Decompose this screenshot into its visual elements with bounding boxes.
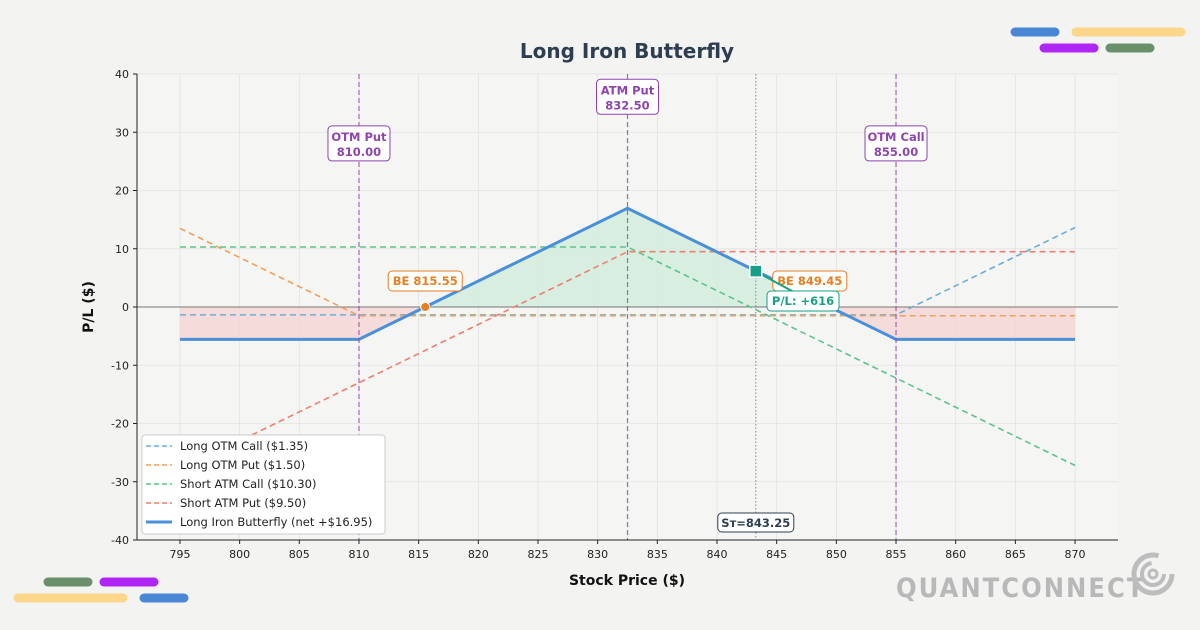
y-tick-label: 20 <box>115 185 129 198</box>
y-tick-label: 10 <box>115 243 129 256</box>
quantconnect-logo-text: QUANTCONNECT <box>896 573 1145 604</box>
x-tick-label: 825 <box>527 548 548 561</box>
pl-arrow <box>760 273 797 294</box>
quantconnect-logo-icon <box>1131 552 1175 596</box>
chart-title: Long Iron Butterfly <box>520 39 734 63</box>
legend-label: Short ATM Call ($10.30) <box>180 477 316 491</box>
legend-label: Long OTM Call ($1.35) <box>180 439 308 453</box>
decorative-bars <box>13 27 1186 603</box>
x-tick-label: 860 <box>945 548 966 561</box>
strike-label-box <box>327 125 391 162</box>
x-tick-label: 830 <box>587 548 608 561</box>
breakeven-label-box <box>387 270 463 292</box>
x-tick-label: 820 <box>468 548 489 561</box>
strike-label: OTM Call <box>867 130 924 144</box>
x-tick-label: 840 <box>707 548 728 561</box>
legend-label: Long Iron Butterfly (net +$16.95) <box>180 515 372 529</box>
x-tick-label: 835 <box>647 548 668 561</box>
strike-label-box <box>596 78 659 115</box>
y-tick-label: -30 <box>111 476 129 489</box>
y-tick-label: 0 <box>122 301 129 314</box>
y-tick-label: 30 <box>115 126 129 139</box>
legend-label: Short ATM Put ($9.50) <box>180 496 306 510</box>
x-tick-label: 855 <box>886 548 907 561</box>
current-price-label: Sт=843.25 <box>721 516 790 530</box>
y-axis-label: P/L ($) <box>81 281 97 333</box>
strike-label: ATM Put <box>601 83 655 97</box>
y-tick-label: 40 <box>115 68 129 81</box>
profit-region <box>425 208 830 307</box>
strike-value: 832.50 <box>605 98 649 112</box>
strike-value: 855.00 <box>874 145 918 159</box>
x-tick-label: 865 <box>1005 548 1026 561</box>
x-tick-label: 850 <box>826 548 847 561</box>
strike-label-box <box>864 125 928 162</box>
x-tick-label: 800 <box>229 548 250 561</box>
series-line-4 <box>179 206 1076 341</box>
x-tick-label: 845 <box>766 548 787 561</box>
current-price-box <box>717 512 795 533</box>
x-tick-label: 810 <box>348 548 369 561</box>
legend: Long OTM Call ($1.35) Long OTM Put ($1.50… <box>141 434 386 535</box>
y-tick-label: -40 <box>111 534 129 547</box>
x-tick-label: 795 <box>169 548 190 561</box>
y-tick-label: -20 <box>111 418 129 431</box>
breakeven-marker <box>420 302 431 312</box>
x-tick-label: 805 <box>289 548 310 561</box>
current-pl-marker <box>749 264 763 278</box>
series-line-3 <box>179 250 1076 471</box>
breakeven-label: BE 815.55 <box>393 274 458 288</box>
x-axis-label: Stock Price ($) <box>569 573 685 589</box>
breakeven-label: BE 849.45 <box>777 274 842 288</box>
x-tick-label: 870 <box>1065 548 1086 561</box>
x-tick-label: 815 <box>408 548 429 561</box>
pl-label: P/L: +616 <box>772 294 834 308</box>
strike-label: OTM Put <box>331 130 387 144</box>
legend-box <box>141 434 386 535</box>
legend-label: Long OTM Put ($1.50) <box>180 458 305 472</box>
y-tick-label: -10 <box>111 359 129 372</box>
strike-value: 810.00 <box>337 145 381 159</box>
pl-label-box <box>766 290 840 312</box>
